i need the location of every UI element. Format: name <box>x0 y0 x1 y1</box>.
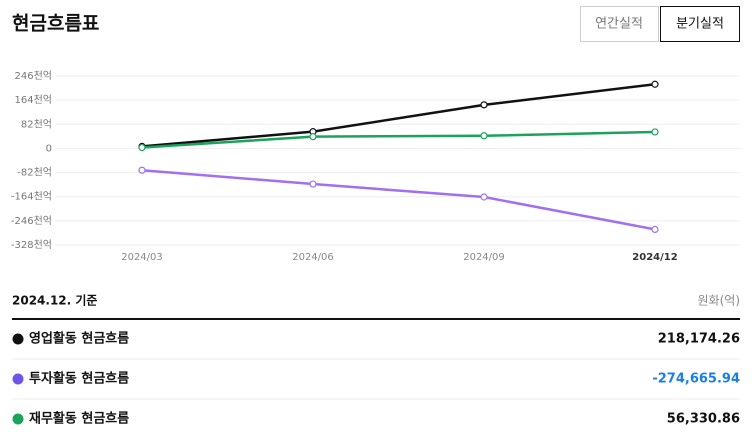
point <box>480 101 488 109</box>
y-tick-label: 246천억 <box>15 70 53 82</box>
x-tick-label: 2024/03 <box>121 252 163 263</box>
y-tick-label: 0 <box>46 143 52 154</box>
y-tick-label: 82천억 <box>21 118 52 130</box>
x-tick-label: 2024/06 <box>292 252 334 263</box>
row-name: 재무활동 현금흐름 <box>29 411 129 427</box>
point <box>651 225 659 233</box>
row-dot <box>12 413 24 425</box>
point <box>309 133 317 141</box>
point <box>138 166 146 174</box>
row-value: -274,665.94 <box>652 372 740 387</box>
y-tick-label: -82천억 <box>17 167 52 179</box>
x-tick-label: 2024/12 <box>632 252 677 263</box>
point <box>138 143 146 152</box>
table-top-rule <box>12 318 740 320</box>
point <box>480 132 488 140</box>
point <box>651 80 659 88</box>
y-tick-label: -328천억 <box>11 239 52 251</box>
row-value: 218,174.26 <box>658 332 740 347</box>
series-line <box>141 168 656 231</box>
row-dot <box>12 373 24 385</box>
series-line <box>141 130 656 149</box>
row-value: 56,330.86 <box>667 412 740 427</box>
tab-annual-label[interactable]: 연간실적 <box>595 17 643 32</box>
y-tick-label: -164천억 <box>11 191 52 203</box>
table-unit: 원화(억) <box>698 294 740 308</box>
y-tick-label: 164천억 <box>15 94 53 106</box>
row-name: 영업활동 현금흐름 <box>29 331 129 347</box>
point <box>309 180 317 188</box>
tab-quarterly-label[interactable]: 분기실적 <box>676 17 724 32</box>
point <box>651 128 659 136</box>
table-basis: 2024.12. 기준 <box>12 293 97 308</box>
point <box>480 193 488 201</box>
x-tick-label: 2024/09 <box>463 252 505 263</box>
series-line <box>141 83 656 148</box>
row-dot <box>12 333 24 345</box>
tab-annual[interactable] <box>580 6 659 42</box>
tab-quarterly[interactable] <box>660 6 740 42</box>
y-tick-label: -246천억 <box>11 215 52 227</box>
page-title: 현금흐름표 <box>12 13 99 35</box>
row-name: 투자활동 현금흐름 <box>29 371 129 387</box>
